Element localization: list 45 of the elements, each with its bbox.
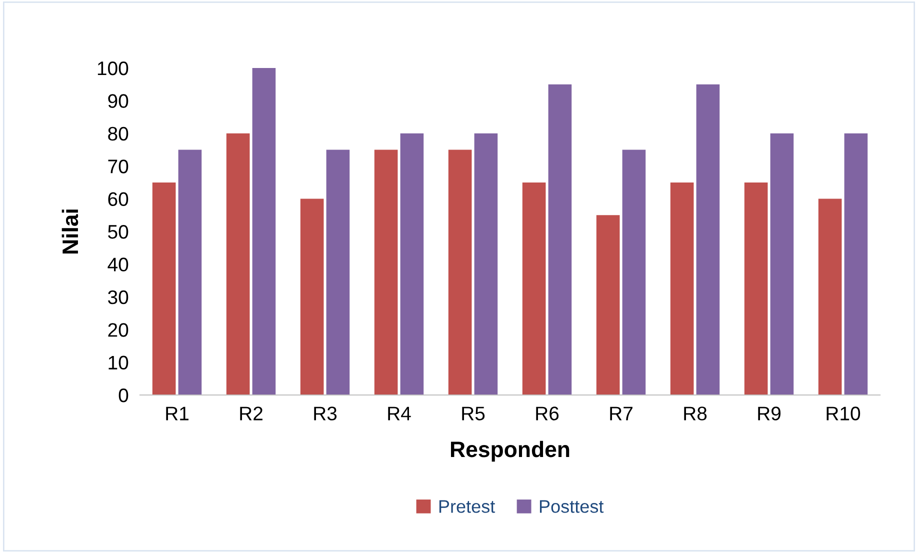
y-tick-label: 60 xyxy=(108,192,128,206)
bar xyxy=(770,133,794,395)
bar xyxy=(548,84,572,395)
y-tick-label: 10 xyxy=(108,356,128,370)
bar xyxy=(670,182,694,395)
y-tick-label: 100 xyxy=(98,61,128,76)
bar xyxy=(744,182,768,395)
bar xyxy=(152,182,176,395)
y-tick-label: 40 xyxy=(108,258,128,272)
bar xyxy=(400,133,424,395)
bar xyxy=(374,150,398,395)
bar xyxy=(622,150,646,395)
x-tick-label: R8 xyxy=(684,406,707,420)
y-tick-label: 90 xyxy=(108,94,128,108)
y-tick-label: 0 xyxy=(118,388,128,402)
bar xyxy=(178,150,202,395)
x-axis-title: Responden xyxy=(450,440,570,462)
x-tick-label: R3 xyxy=(314,406,337,420)
bar xyxy=(522,182,546,395)
bar xyxy=(474,133,498,395)
y-tick-label: 70 xyxy=(108,160,128,174)
bar xyxy=(326,150,350,395)
x-tick-label: R6 xyxy=(536,406,559,420)
x-tick-label: R7 xyxy=(610,406,632,420)
x-tick-label: R5 xyxy=(462,406,485,420)
bar xyxy=(300,198,324,395)
bar xyxy=(844,133,868,395)
bar xyxy=(252,68,276,395)
x-tick-label: R2 xyxy=(240,406,262,420)
bar xyxy=(448,150,472,395)
bar xyxy=(596,215,620,395)
legend-label: Pretest xyxy=(439,500,496,513)
x-tick-label: R9 xyxy=(758,406,781,420)
y-axis-title: Nilai xyxy=(62,210,78,254)
y-tick-label: 50 xyxy=(108,224,128,239)
y-tick-label: 30 xyxy=(108,290,128,304)
bar xyxy=(226,133,250,395)
x-tick-label: R4 xyxy=(388,406,411,420)
bar xyxy=(818,198,842,395)
y-tick-label: 20 xyxy=(108,323,128,337)
y-tick-label: 80 xyxy=(108,126,128,141)
x-tick-label: R1 xyxy=(166,406,188,420)
legend-label: Posttest xyxy=(540,500,604,513)
bar xyxy=(696,84,720,395)
x-tick-label: R10 xyxy=(826,406,860,420)
